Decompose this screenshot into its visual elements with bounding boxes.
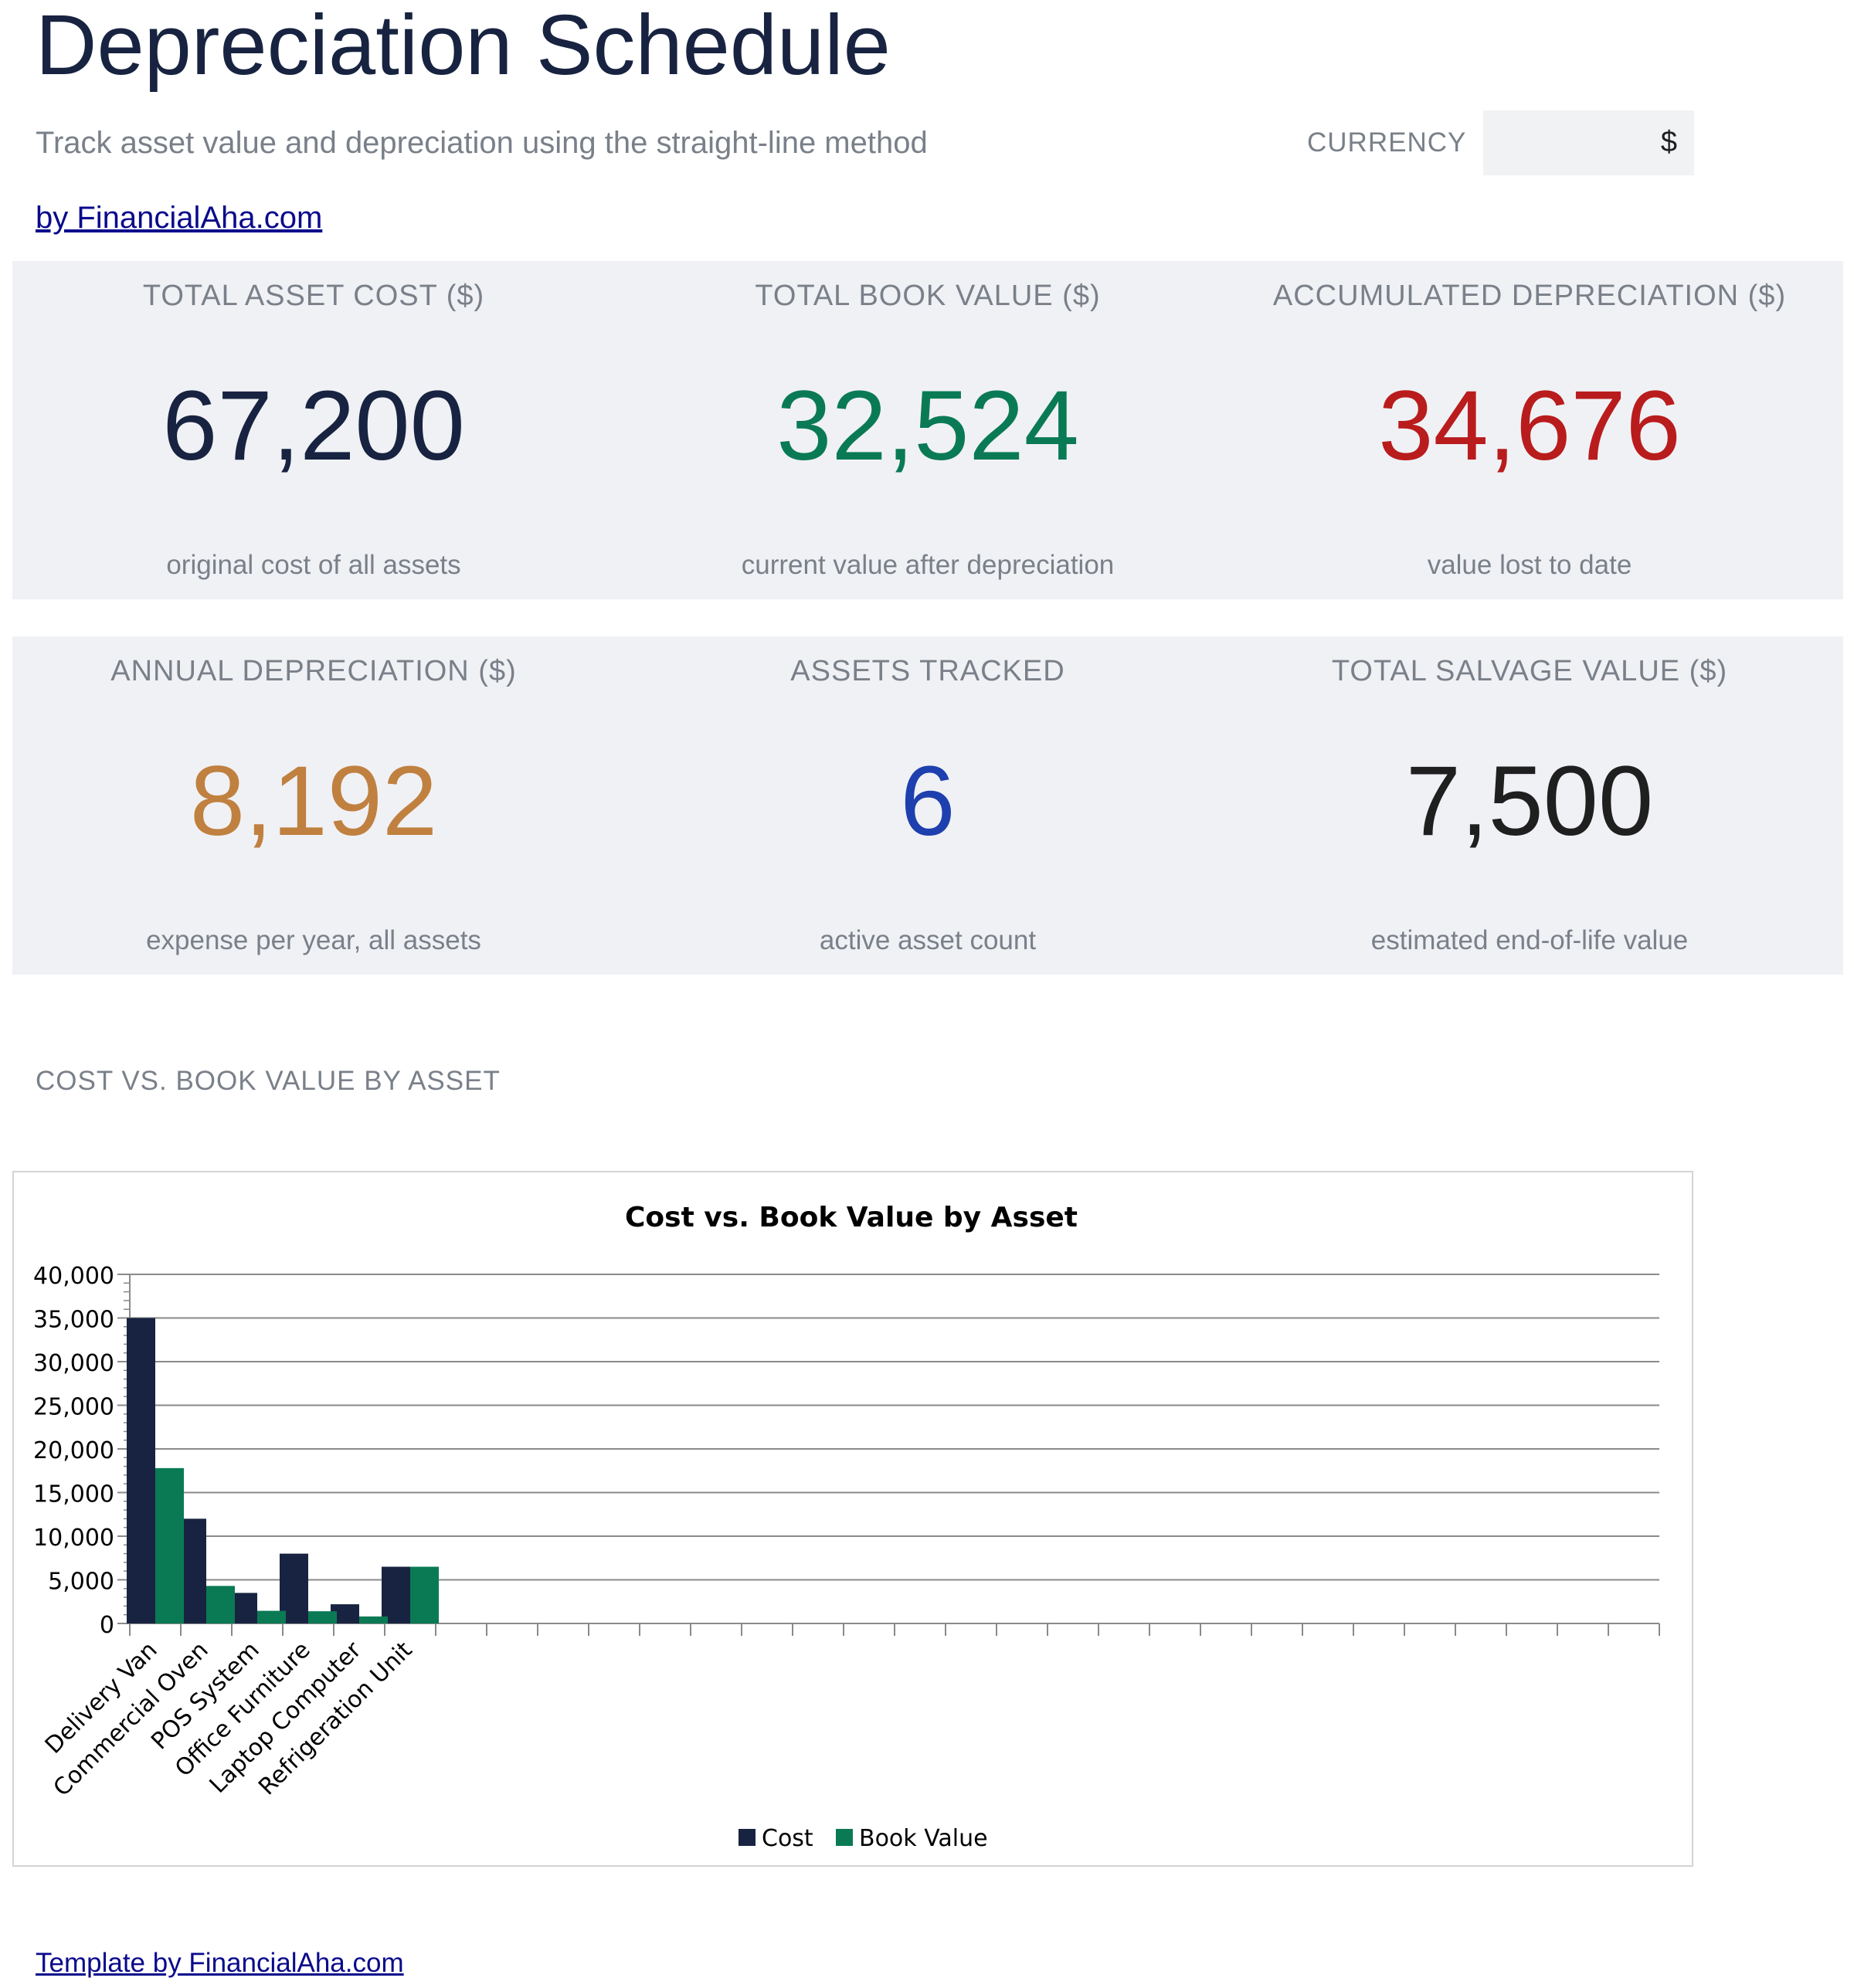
kpi-label: TOTAL SALVAGE VALUE ($) — [1331, 655, 1728, 687]
kpi-value: 32,524 — [776, 371, 1079, 481]
kpi-caption: value lost to date — [1427, 550, 1632, 580]
y-tick-label: 20,000 — [33, 1437, 114, 1464]
currency-value: $ — [1660, 126, 1677, 158]
kpi-caption: estimated end-of-life value — [1370, 925, 1689, 955]
kpi-assets-tracked: ASSETS TRACKED 6 active asset count — [626, 636, 1229, 975]
kpi-label: ACCUMULATED DEPRECIATION ($) — [1272, 280, 1787, 312]
y-tick-label: 15,000 — [33, 1481, 114, 1508]
bar-book-value — [206, 1586, 235, 1623]
kpi-label: TOTAL ASSET COST ($) — [142, 280, 485, 312]
y-tick-label: 0 — [100, 1612, 114, 1639]
y-tick-label: 25,000 — [33, 1394, 114, 1421]
kpi-accumulated-depreciation: ACCUMULATED DEPRECIATION ($) 34,676 valu… — [1228, 261, 1831, 599]
kpi-label: ASSETS TRACKED — [790, 655, 1065, 687]
kpi-annual-depreciation: ANNUAL DEPRECIATION ($) 8,192 expense pe… — [12, 636, 615, 975]
y-tick-label: 10,000 — [33, 1525, 114, 1552]
bar-book-value — [308, 1611, 337, 1623]
kpi-value: 6 — [900, 746, 956, 857]
currency-label: CURRENCY — [1307, 127, 1467, 158]
legend-swatch — [739, 1829, 756, 1846]
legend-swatch — [836, 1829, 853, 1846]
kpi-total-salvage-value: TOTAL SALVAGE VALUE ($) 7,500 estimated … — [1228, 636, 1831, 975]
bar-book-value — [359, 1616, 388, 1623]
kpi-caption: active asset count — [819, 925, 1037, 955]
chart-title: Cost vs. Book Value by Asset — [625, 1202, 1078, 1233]
kpi-label: TOTAL BOOK VALUE ($) — [755, 280, 1101, 312]
page-subtitle: Track asset value and depreciation using… — [36, 126, 928, 160]
kpi-row-1: TOTAL ASSET COST ($) 67,200 original cos… — [12, 261, 1843, 599]
bar-chart: Cost vs. Book Value by Asset 0 5,000 10,000… — [33, 1202, 1660, 1852]
kpi-label: ANNUAL DEPRECIATION ($) — [110, 655, 517, 687]
chart-container[interactable]: Cost vs. Book Value by Asset 0 5,000 10,000… — [12, 1171, 1693, 1867]
kpi-caption: original cost of all assets — [166, 550, 461, 580]
kpi-total-book-value: TOTAL BOOK VALUE ($) 32,524 current valu… — [626, 261, 1229, 599]
author-link[interactable]: by FinancialAha.com — [36, 201, 323, 235]
y-tick-label: 40,000 — [33, 1263, 114, 1290]
bar-book-value — [410, 1566, 439, 1623]
kpi-row-2: ANNUAL DEPRECIATION ($) 8,192 expense pe… — [12, 636, 1843, 975]
kpi-value: 8,192 — [189, 746, 438, 857]
kpi-value: 34,676 — [1378, 371, 1681, 481]
bar-book-value — [155, 1467, 184, 1623]
bar-cost — [127, 1318, 155, 1623]
legend-label: Cost — [762, 1825, 813, 1852]
legend-label: Book Value — [859, 1825, 988, 1852]
footer-link[interactable]: Template by FinancialAha.com — [36, 1948, 404, 1978]
currency-input[interactable]: $ — [1483, 110, 1694, 175]
y-tick-label: 30,000 — [33, 1350, 114, 1377]
bar-cost — [382, 1566, 410, 1623]
y-tick-label: 5,000 — [48, 1569, 114, 1596]
kpi-caption: current value after depreciation — [741, 550, 1115, 580]
section-title: COST VS. BOOK VALUE BY ASSET — [36, 1066, 501, 1096]
kpi-value: 7,500 — [1405, 746, 1654, 857]
kpi-total-asset-cost: TOTAL ASSET COST ($) 67,200 original cos… — [12, 261, 615, 599]
kpi-value: 67,200 — [162, 371, 465, 481]
y-tick-label: 35,000 — [33, 1307, 114, 1334]
page-title: Depreciation Schedule — [36, 0, 891, 93]
kpi-caption: expense per year, all assets — [146, 925, 481, 955]
bar-book-value — [257, 1610, 286, 1623]
